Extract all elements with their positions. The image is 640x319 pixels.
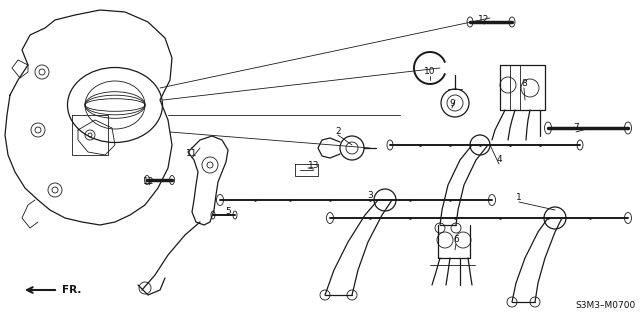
Text: 2: 2 [335, 127, 341, 136]
Text: 3: 3 [367, 191, 373, 201]
Text: 6: 6 [453, 235, 459, 244]
Text: 8: 8 [521, 79, 527, 88]
Text: 9: 9 [449, 100, 455, 108]
Text: FR.: FR. [62, 285, 81, 295]
Text: 7: 7 [573, 123, 579, 132]
Text: 1: 1 [516, 194, 522, 203]
Text: 11: 11 [186, 150, 198, 159]
Text: 5: 5 [225, 206, 231, 216]
Text: 4: 4 [496, 155, 502, 165]
Text: 10: 10 [424, 68, 436, 77]
Text: 12: 12 [478, 16, 490, 25]
Text: 13: 13 [308, 160, 320, 169]
Text: 12: 12 [143, 176, 155, 186]
Text: S3M3–M0700: S3M3–M0700 [575, 300, 636, 309]
